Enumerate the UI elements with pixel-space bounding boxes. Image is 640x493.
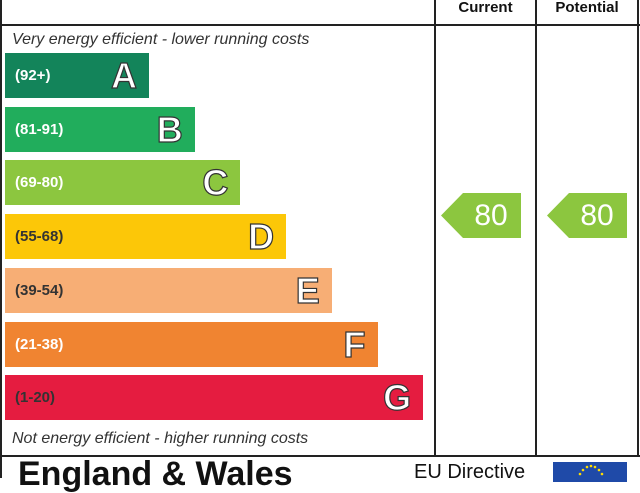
band-e: (39-54) E <box>5 267 332 313</box>
bottom-caption: Not energy efficient - higher running co… <box>12 430 309 447</box>
potential-rating-value: 80 <box>580 199 614 233</box>
band-b-range: (81-91) <box>15 120 64 138</box>
band-e-range: (39-54) <box>15 281 64 299</box>
band-d: (55-68) D <box>5 214 287 260</box>
frame-right-line <box>637 0 639 456</box>
band-e-letter: E <box>295 269 320 311</box>
country-label: England & Wales <box>18 455 293 493</box>
band-c-letter: C <box>202 162 229 204</box>
band-a-letter: A <box>110 54 137 96</box>
band-a-range: (92+) <box>15 67 51 84</box>
band-g: (1-20) G <box>5 375 424 421</box>
current-rating-value: 80 <box>474 199 508 233</box>
band-f-range: (21-38) <box>15 335 64 353</box>
band-c: (69-80) C <box>5 160 241 206</box>
band-f-letter: F <box>343 323 366 365</box>
current-header: Current <box>458 0 513 16</box>
band-b: (81-91) B <box>5 106 195 152</box>
band-c-range: (69-80) <box>15 174 64 192</box>
directive-label: EU Directive <box>414 461 526 483</box>
potential-header: Potential <box>555 0 619 16</box>
footer-rule <box>0 455 640 457</box>
header-rule <box>0 24 640 26</box>
band-b-letter: B <box>156 108 183 150</box>
band-f: (21-38) F <box>5 321 378 367</box>
band-g-letter: G <box>383 377 412 419</box>
band-g-range: (1-20) <box>15 389 56 407</box>
frame-divider-potential <box>535 0 537 456</box>
eu-flag-icon <box>553 462 627 482</box>
top-caption: Very energy efficient - lower running co… <box>12 31 310 48</box>
band-d-range: (55-68) <box>15 228 64 246</box>
frame-left-line <box>0 0 2 478</box>
potential-rating-arrow: 80 <box>547 193 627 239</box>
band-d-letter: D <box>247 215 275 258</box>
band-a: (92+) A <box>5 53 149 98</box>
frame-divider-current <box>434 0 436 456</box>
current-rating-arrow: 80 <box>441 193 521 239</box>
